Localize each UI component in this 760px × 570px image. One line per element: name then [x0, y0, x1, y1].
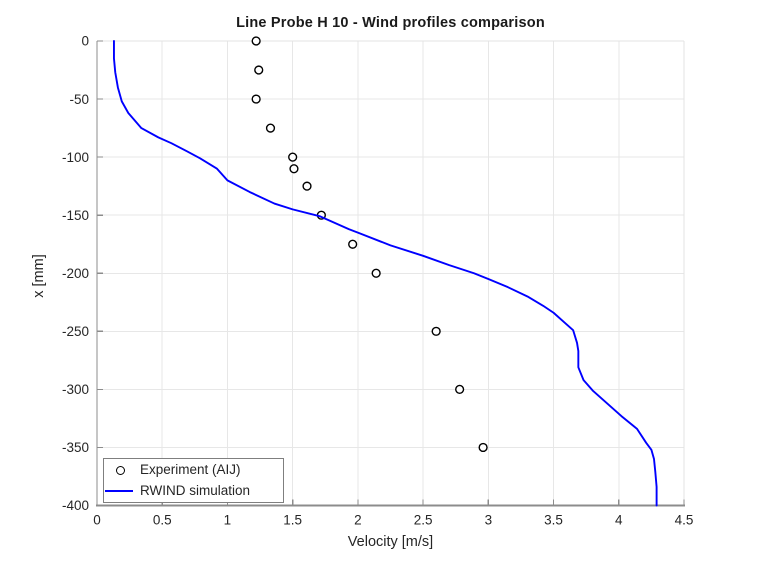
x-tick-label: 0 — [93, 513, 101, 528]
line-sample-icon — [105, 490, 133, 492]
y-tick-label: -250 — [62, 324, 89, 339]
experiment-marker — [251, 94, 261, 104]
x-tick-label: 3 — [485, 513, 493, 528]
experiment-marker — [478, 442, 488, 453]
y-tick-label: -200 — [62, 266, 89, 281]
experiment-marker — [455, 384, 465, 394]
experiment-marker — [371, 268, 381, 278]
circle-marker-icon — [116, 465, 125, 475]
y-tick-label: 0 — [81, 34, 89, 49]
experiment-marker — [251, 36, 261, 46]
x-tick-label: 4.5 — [675, 513, 694, 528]
legend-label-simulation: RWIND simulation — [140, 483, 251, 499]
x-tick-label: 1 — [224, 513, 232, 528]
y-tick-label: -50 — [69, 92, 89, 107]
y-tick-label: -150 — [62, 208, 89, 223]
x-tick-label: 2 — [354, 513, 362, 528]
legend-entry-simulation: RWIND simulation — [104, 481, 283, 502]
legend-label-experiment: Experiment (AIJ) — [140, 462, 241, 478]
experiment-marker — [431, 326, 441, 336]
y-tick-label: -350 — [62, 440, 89, 455]
experiment-marker — [302, 181, 312, 191]
chart-title: Line Probe H 10 - Wind profiles comparis… — [236, 15, 545, 31]
x-tick-label: 1.5 — [283, 513, 302, 528]
y-tick-label: -300 — [62, 382, 89, 397]
legend-box: Experiment (AIJ) RWIND simulation — [103, 458, 284, 503]
x-tick-label: 0.5 — [153, 513, 172, 528]
experiment-marker — [348, 239, 358, 249]
x-tick-label: 3.5 — [544, 513, 563, 528]
experiment-marker — [265, 123, 276, 133]
x-tick-label: 4 — [615, 513, 623, 528]
rwind-simulation-line — [113, 40, 658, 507]
experiment-marker — [289, 164, 299, 174]
y-tick-label: -400 — [62, 498, 89, 513]
x-tick-label: 2.5 — [414, 513, 433, 528]
y-tick-label: -100 — [62, 150, 89, 165]
experiment-marker — [254, 65, 264, 75]
legend-entry-experiment: Experiment (AIJ) — [104, 460, 283, 481]
experiment-marker — [288, 152, 298, 162]
x-axis-label: Velocity [m/s] — [347, 534, 434, 550]
